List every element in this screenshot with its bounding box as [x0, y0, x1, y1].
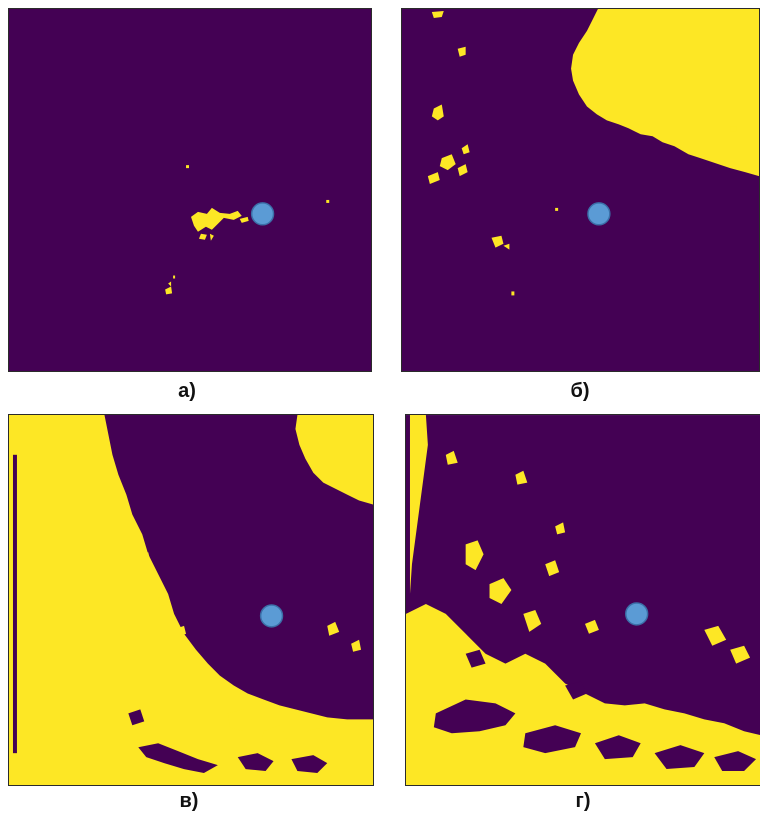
location-marker-icon — [259, 604, 284, 628]
mask-holes — [128, 709, 328, 774]
location-marker-icon — [587, 202, 611, 226]
mask-regions — [165, 165, 330, 295]
location-marker-icon — [250, 202, 275, 226]
caption-c: в) — [179, 790, 199, 812]
location-marker-icon — [625, 602, 649, 626]
mask-image-b — [402, 9, 759, 371]
mask-image-c — [9, 415, 373, 785]
caption-b: б) — [570, 380, 590, 402]
mask-regions — [9, 415, 373, 785]
caption-a: а) — [178, 380, 196, 402]
caption-d: г) — [575, 790, 591, 812]
mask-regions — [427, 9, 759, 296]
mask-holes — [433, 649, 757, 772]
mask-panel-d — [405, 414, 760, 786]
mask-panel-a — [8, 8, 372, 372]
mask-panel-b — [401, 8, 760, 372]
mask-panel-c — [8, 414, 374, 786]
mask-image-d — [406, 415, 760, 785]
mask-image-a — [9, 9, 371, 371]
